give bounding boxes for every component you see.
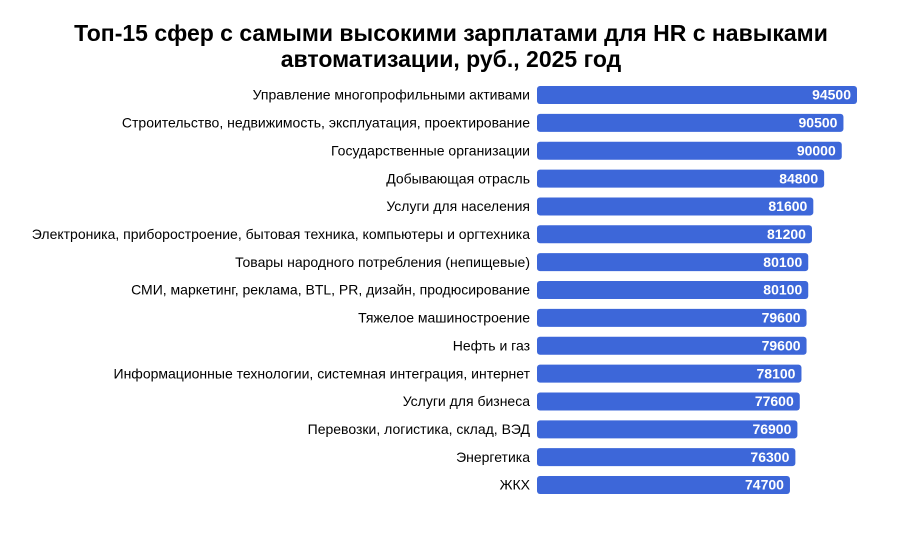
- value-label: 79600: [762, 337, 801, 353]
- value-label: 74700: [745, 477, 784, 493]
- bar: [537, 448, 796, 467]
- bar: [537, 141, 842, 160]
- category-label: Добывающая отрасль: [386, 170, 530, 186]
- value-label: 76900: [752, 421, 791, 437]
- value-label: 79600: [762, 310, 801, 326]
- value-label: 80100: [763, 254, 802, 270]
- category-label: Нефть и газ: [453, 337, 530, 353]
- bar: [537, 225, 812, 244]
- category-label: Государственные организации: [331, 142, 530, 158]
- bar: [537, 86, 857, 104]
- category-label: Перевозки, логистика, склад, ВЭД: [308, 421, 531, 437]
- category-label: Тяжелое машиностроение: [358, 310, 530, 326]
- category-label: Товары народного потребления (непищевые): [235, 254, 530, 270]
- category-label: Услуги для населения: [386, 198, 530, 214]
- bar: [537, 197, 814, 216]
- value-label: 81200: [767, 226, 806, 242]
- category-label: Информационные технологии, системная инт…: [114, 365, 531, 381]
- bar: [537, 308, 807, 327]
- category-label: Строительство, недвижимость, эксплуатаци…: [122, 115, 530, 131]
- value-label: 78100: [757, 365, 796, 381]
- chart-title: Топ-15 сфер с самыми высокими зарплатами…: [74, 20, 828, 72]
- bar: [537, 392, 800, 411]
- bar: [537, 336, 807, 355]
- bar: [537, 364, 802, 383]
- value-label: 77600: [755, 393, 794, 409]
- category-label: Услуги для бизнеса: [403, 393, 531, 409]
- bar: [537, 420, 798, 439]
- bar: [537, 169, 825, 188]
- value-label: 90500: [799, 115, 838, 131]
- value-label: 81600: [768, 198, 807, 214]
- category-label: Электроника, приборостроение, бытовая те…: [32, 226, 530, 242]
- bar: [537, 281, 809, 300]
- category-label: СМИ, маркетинг, реклама, BTL, PR, дизайн…: [131, 282, 530, 298]
- value-label: 76300: [750, 449, 789, 465]
- bar: [537, 113, 844, 132]
- bar: [537, 253, 809, 272]
- value-label: 80100: [763, 282, 802, 298]
- category-label: Энергетика: [456, 449, 530, 465]
- value-label: 90000: [797, 142, 836, 158]
- bar: [537, 476, 790, 495]
- category-label: ЖКХ: [500, 477, 531, 493]
- value-label: 84800: [779, 170, 818, 186]
- category-label: Управление многопрофильными активами: [253, 87, 530, 103]
- value-label: 94500: [812, 87, 851, 103]
